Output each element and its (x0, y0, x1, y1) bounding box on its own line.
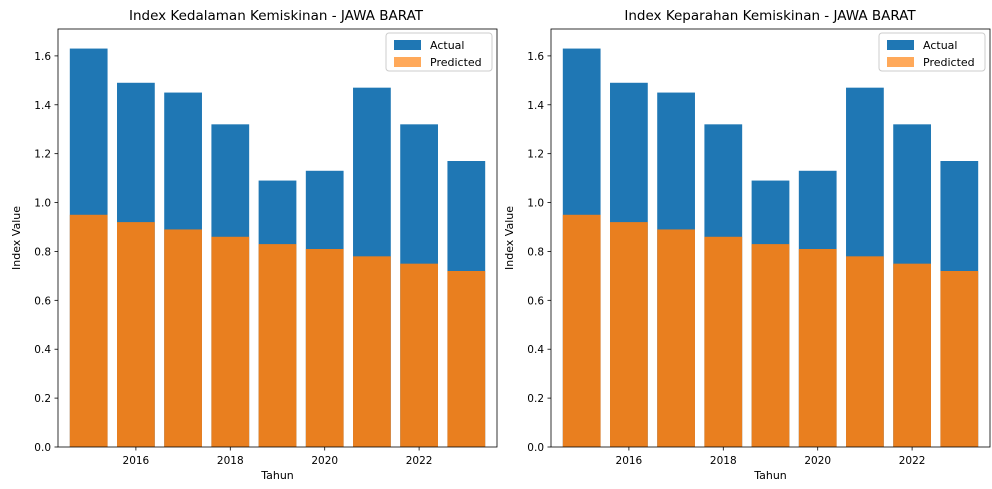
y-tick-label: 1.6 (34, 51, 51, 63)
x-tick-label: 2020 (311, 455, 338, 467)
y-tick-label: 0.2 (527, 393, 544, 405)
predicted-bar-2021 (846, 256, 884, 447)
predicted-bar-2020 (305, 249, 344, 447)
y-tick-label: 0.0 (34, 442, 51, 454)
left-chart-panel: 0.0 0.2 0.4 0.6 0.8 1.0 1.2 1.4 1.6 2016 2018 2020 2… (10, 8, 498, 482)
y-tick-label: 1.2 (527, 149, 544, 161)
legend-label-actual: Actual (923, 39, 957, 52)
right-chart-panel: 0.0 0.2 0.4 0.6 0.8 1.0 1.2 1.4 1.6 2016 2018 2020 2… (503, 8, 991, 482)
legend: Actual Predicted (385, 32, 493, 72)
predicted-bar-2015 (69, 214, 108, 447)
y-axis-label: Index Value (503, 206, 516, 270)
y-tick-label: 1.4 (527, 100, 544, 112)
legend-swatch-predicted (887, 57, 914, 67)
legend-swatch-predicted (394, 57, 421, 67)
predicted-bar-2017 (657, 229, 695, 447)
predicted-bar-2022 (400, 263, 438, 447)
predicted-bar-2023 (447, 271, 486, 447)
predicted-bar-2022 (893, 263, 931, 447)
x-tick-label: 2020 (804, 455, 831, 467)
y-tick-label: 0.8 (527, 246, 544, 258)
chart-title: Index Kedalaman Kemiskinan - JAWA BARAT (129, 8, 424, 24)
legend-label-actual: Actual (430, 39, 464, 52)
predicted-bar-2023 (940, 271, 979, 447)
predicted-bar-2019 (751, 244, 790, 447)
predicted-bar-2017 (164, 229, 202, 447)
x-tick-label: 2018 (710, 455, 737, 467)
y-tick-label: 1.0 (34, 198, 51, 210)
x-tick-label: 2018 (217, 455, 244, 467)
x-tick-label: 2022 (899, 455, 926, 467)
predicted-bar-2018 (211, 236, 250, 447)
predicted-bar-2016 (610, 222, 648, 447)
x-tick-label: 2016 (123, 455, 150, 467)
predicted-bar-2018 (704, 236, 743, 447)
legend-swatch-actual (887, 40, 914, 50)
series-predicted (562, 214, 979, 447)
predicted-bar-2020 (798, 249, 837, 447)
axes-frame (550, 28, 991, 448)
predicted-bar-2016 (117, 222, 155, 447)
y-tick-label: 1.4 (34, 100, 51, 112)
y-tick-label: 1.6 (527, 51, 544, 63)
legend-label-predicted: Predicted (430, 56, 482, 69)
legend-label-predicted: Predicted (923, 56, 975, 69)
predicted-bar-2015 (562, 214, 601, 447)
y-axis-label: Index Value (10, 206, 23, 270)
y-tick-label: 0.6 (34, 295, 51, 307)
x-tick-label: 2016 (616, 455, 643, 467)
series-predicted (69, 214, 486, 447)
y-tick-label: 0.6 (527, 295, 544, 307)
predicted-bar-2019 (258, 244, 297, 447)
y-tick-label: 0.0 (527, 442, 544, 454)
y-tick-label: 0.8 (34, 246, 51, 258)
y-tick-label: 1.2 (34, 149, 51, 161)
legend: Actual Predicted (878, 32, 986, 72)
y-tick-label: 0.4 (527, 344, 544, 356)
y-tick-label: 0.2 (34, 393, 51, 405)
x-tick-label: 2022 (406, 455, 433, 467)
x-axis-label: Tahun (753, 469, 787, 482)
y-tick-label: 0.4 (34, 344, 51, 356)
chart-title: Index Keparahan Kemiskinan - JAWA BARAT (624, 8, 916, 24)
y-tick-label: 1.0 (527, 198, 544, 210)
legend-swatch-actual (394, 40, 421, 50)
x-axis-label: Tahun (260, 469, 294, 482)
axes-frame (57, 28, 498, 448)
predicted-bar-2021 (353, 256, 391, 447)
